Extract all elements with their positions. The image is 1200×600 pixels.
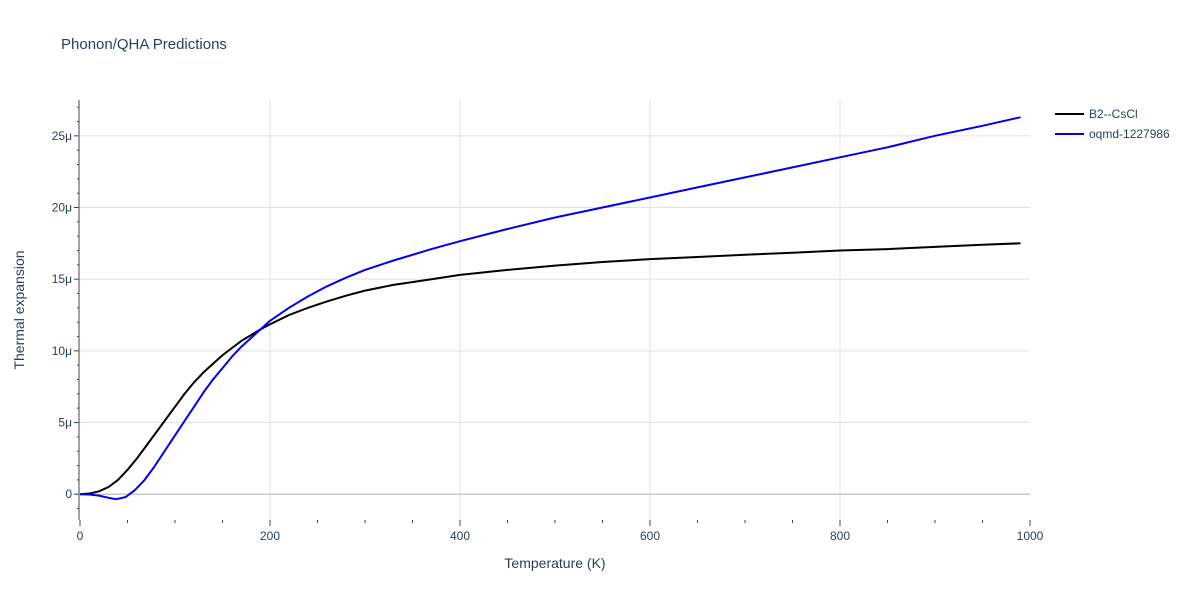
y-tick-label: 10μ	[52, 344, 72, 358]
axes	[74, 100, 1031, 526]
y-tick-label: 0	[65, 487, 72, 501]
y-tick-label: 25μ	[52, 129, 72, 143]
legend: B2--CsCl oqmd-1227986	[1055, 107, 1170, 141]
x-tick-label: 0	[77, 529, 84, 543]
y-axis-title: Thermal expansion	[11, 250, 27, 369]
series-line-0	[79, 242, 1021, 496]
series-line-1	[79, 116, 1021, 501]
y-tick-label: 5μ	[58, 416, 72, 430]
legend-label-1: oqmd-1227986	[1089, 127, 1170, 141]
x-tick-label: 400	[450, 529, 470, 543]
legend-label-0: B2--CsCl	[1089, 107, 1138, 121]
x-tick-label: 1000	[1017, 529, 1044, 543]
x-tick-label: 800	[830, 529, 850, 543]
y-tick-label: 15μ	[52, 272, 72, 286]
series-lines	[79, 116, 1021, 501]
x-axis-title: Temperature (K)	[504, 555, 605, 571]
grid-lines	[80, 100, 1030, 520]
x-tick-label: 600	[640, 529, 660, 543]
y-tick-label: 20μ	[52, 201, 72, 215]
y-tick-labels: 0 5μ 10μ 15μ 20μ 25μ	[52, 129, 73, 501]
x-tick-labels: 0 200 400 600 800 1000	[77, 529, 1044, 543]
chart-title: Phonon/QHA Predictions	[61, 36, 227, 53]
x-tick-label: 200	[260, 529, 280, 543]
